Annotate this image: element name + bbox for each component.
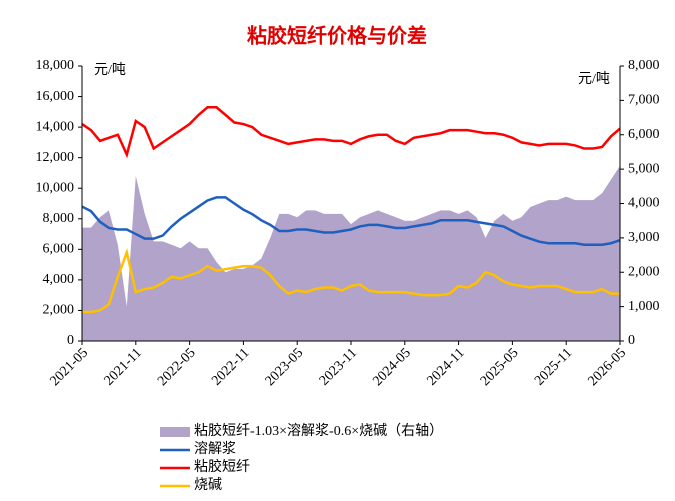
x-tick-label: 2023-05 <box>263 345 307 389</box>
x-tick-label: 2026-05 <box>585 345 629 389</box>
y-tick-label: 0 <box>67 333 74 348</box>
x-tick-label: 2021-11 <box>102 345 145 388</box>
y2-tick-label: 6,000 <box>628 127 660 142</box>
legend-label: 溶解浆 <box>194 441 236 457</box>
y-tick-label: 12,000 <box>36 150 75 165</box>
y-tick-label: 14,000 <box>36 119 75 134</box>
y-unit: 元/吨 <box>94 62 126 78</box>
y-tick-label: 2,000 <box>43 303 75 318</box>
price-line <box>82 247 620 314</box>
y2-tick-label: 7,000 <box>628 93 660 108</box>
x-tick-label: 2025-11 <box>532 345 575 388</box>
x-tick-label: 2024-11 <box>424 345 467 388</box>
legend-swatch <box>160 427 190 437</box>
y-tick-label: 18,000 <box>36 58 75 73</box>
legend-label: 粘胶短纤 <box>194 458 250 475</box>
y2-tick-label: 8,000 <box>628 58 660 73</box>
x-tick-label: 2021-05 <box>47 345 91 389</box>
chart-title: 粘胶短纤价格与价差 <box>247 24 427 48</box>
y2-tick-label: 0 <box>628 333 635 348</box>
legend-label: 烧碱 <box>194 477 222 493</box>
y-tick-label: 6,000 <box>43 242 75 257</box>
y2-tick-label: 3,000 <box>628 230 660 245</box>
y-tick-label: 16,000 <box>36 89 75 104</box>
y-tick-label: 10,000 <box>36 180 75 195</box>
x-tick-label: 2022-11 <box>209 345 252 388</box>
y-tick-label: 8,000 <box>43 211 75 226</box>
y2-tick-label: 2,000 <box>628 264 660 279</box>
y2-tick-label: 4,000 <box>628 196 660 211</box>
y2-unit: 元/吨 <box>578 71 610 87</box>
x-tick-label: 2024-05 <box>370 345 414 389</box>
y2-tick-label: 1,000 <box>628 299 660 314</box>
price-line <box>81 196 621 246</box>
y-tick-label: 4,000 <box>43 272 75 287</box>
x-tick-label: 2023-11 <box>317 345 360 388</box>
price-line <box>81 106 621 159</box>
legend-label: 粘胶短纤-1.03×溶解浆-0.6×烧碱（右轴） <box>194 422 443 439</box>
x-tick-label: 2025-05 <box>478 345 522 389</box>
y2-tick-label: 5,000 <box>628 161 660 176</box>
x-tick-label: 2022-05 <box>155 345 199 389</box>
spread-area <box>82 165 620 341</box>
